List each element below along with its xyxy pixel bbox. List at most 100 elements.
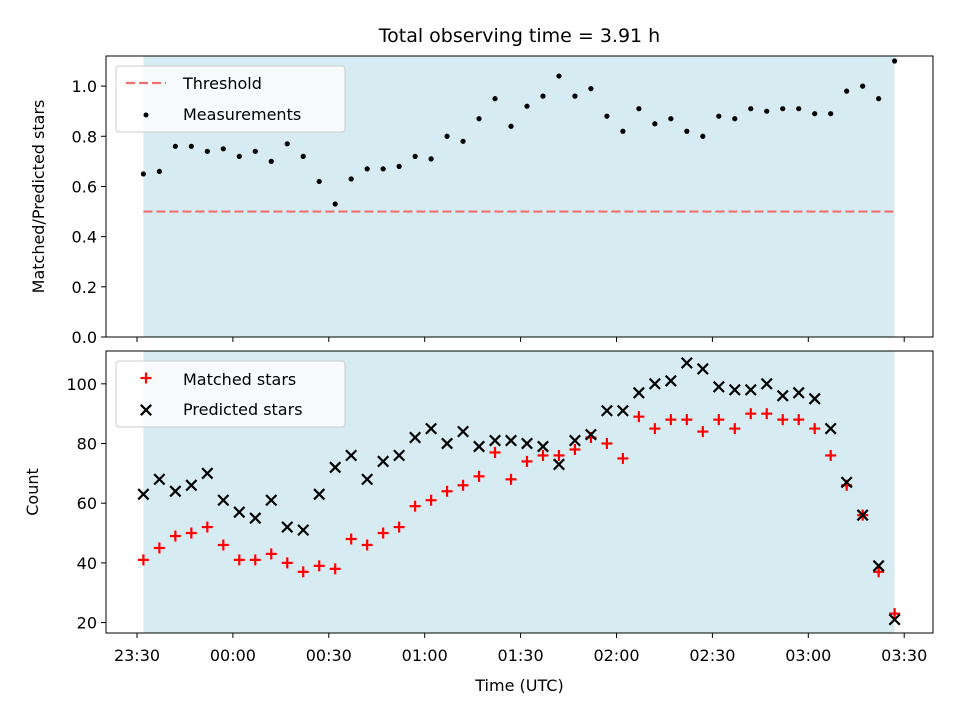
matched-star-point <box>393 521 405 533</box>
predicted-star-point <box>345 449 358 462</box>
predicted-star-point <box>744 383 757 396</box>
matched-star-point <box>217 539 229 551</box>
matched-star-point <box>505 473 517 485</box>
matched-star-point <box>777 414 789 426</box>
y-tick-label: 0.6 <box>72 177 97 196</box>
measurement-point <box>524 103 530 109</box>
legend-x-marker <box>140 404 152 416</box>
y-tick-label: 1.0 <box>72 77 97 96</box>
measurement-point <box>476 116 482 122</box>
predicted-star-point <box>393 449 406 462</box>
bottom-panel: 20 40 60 80 100 23:30 00:00 00:30 01:00 01:30 02:… <box>23 350 934 695</box>
predicted-star-point <box>281 521 294 534</box>
matched-star-point <box>809 423 821 435</box>
matched-star-point <box>553 449 565 461</box>
matched-star-point <box>601 438 613 450</box>
measurement-point <box>172 143 178 149</box>
predicted-star-point <box>824 422 837 435</box>
measurement-point <box>796 106 802 112</box>
predicted-star-point <box>808 392 821 405</box>
matched-star-point <box>361 539 373 551</box>
predicted-star-point <box>137 488 150 501</box>
y-tick-label: 20 <box>77 614 97 633</box>
measurement-point <box>732 116 738 122</box>
measurement-point <box>236 153 242 159</box>
predicted-star-point <box>313 488 326 501</box>
matched-star-point <box>441 485 453 497</box>
predicted-star-point <box>297 524 310 537</box>
measurement-point <box>572 93 578 99</box>
measurement-point <box>620 128 626 134</box>
predicted-star-point <box>201 467 214 480</box>
legend-threshold-label: Threshold <box>182 74 262 93</box>
predicted-star-point <box>680 356 693 369</box>
measurement-point <box>140 171 146 177</box>
predicted-star-point <box>185 479 198 492</box>
x-tick-label: 03:30 <box>881 646 927 665</box>
matched-star-point <box>617 452 629 464</box>
matched-star-point <box>281 557 293 569</box>
matched-star-point <box>329 563 341 575</box>
predicted-star-point <box>760 377 773 390</box>
bottom-x-axis: 23:30 00:00 00:30 01:00 01:30 02:00 02:30 03:00… <box>114 633 927 665</box>
bottom-plot-frame <box>105 350 934 634</box>
matched-star-point <box>537 449 549 461</box>
predicted-star-point <box>696 362 709 375</box>
predicted-star-point <box>505 434 517 447</box>
matched-star-point <box>745 408 757 420</box>
measurement-point <box>460 138 466 144</box>
measurement-point <box>892 58 898 64</box>
measurement-point <box>412 153 418 159</box>
measurement-point <box>812 111 818 117</box>
measurement-point <box>428 156 434 162</box>
matched-star-point <box>137 554 149 566</box>
y-tick-label: 0.4 <box>72 228 97 247</box>
predicted-star-point <box>568 434 581 447</box>
matched-star-point <box>793 414 805 426</box>
top-plot-frame <box>105 55 934 338</box>
measurement-point <box>684 128 690 134</box>
top-panel: 0.0 0.2 0.4 0.6 0.8 1.0 Total observing time … <box>29 25 934 347</box>
predicted-star-point <box>648 377 661 390</box>
matched-star-point <box>473 470 485 482</box>
measurement-point <box>348 176 354 182</box>
matched-star-point <box>521 455 533 467</box>
predicted-star-point <box>169 485 182 498</box>
predicted-star-point <box>776 389 789 402</box>
predicted-star-point <box>888 613 901 626</box>
top-legend-box <box>115 65 346 133</box>
predicted-star-point <box>584 428 597 441</box>
matched-star-point <box>457 479 469 491</box>
matched-star-point <box>633 411 645 423</box>
measurement-point <box>300 153 306 159</box>
measurement-point <box>444 133 450 139</box>
x-tick-label: 03:00 <box>785 646 831 665</box>
predicted-star-point <box>792 386 805 399</box>
predicted-star-point <box>632 386 645 399</box>
matched-star-point <box>377 527 389 539</box>
measurement-point <box>508 123 514 129</box>
matched-star-point <box>313 560 325 572</box>
measurement-point <box>396 163 402 169</box>
matched-star-point <box>265 548 277 560</box>
matched-star-point <box>201 521 213 533</box>
matched-star-point <box>761 408 773 420</box>
y-tick-label: 0.8 <box>72 127 97 146</box>
predicted-star-point <box>153 473 166 486</box>
measurement-point <box>332 201 338 207</box>
measurement-point <box>220 146 226 152</box>
bottom-legend-box <box>115 360 346 428</box>
measurement-point <box>268 158 274 164</box>
measurement-point <box>156 168 162 175</box>
bottom-y-axis-label: Count <box>23 468 42 516</box>
x-tick-label: 01:30 <box>498 646 544 665</box>
y-tick-label: 0.2 <box>72 278 97 297</box>
measurement-point <box>716 113 722 119</box>
matched-star-point <box>249 554 261 566</box>
y-tick-label: 40 <box>77 554 97 573</box>
measurement-point <box>844 88 850 94</box>
predicted-star-point <box>712 380 725 393</box>
matched-star-point <box>697 426 709 438</box>
measurement-point <box>364 166 370 172</box>
